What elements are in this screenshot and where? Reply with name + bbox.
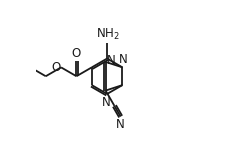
Text: NH$_2$: NH$_2$ [96, 27, 120, 42]
Text: O: O [72, 47, 81, 60]
Text: N: N [107, 54, 116, 67]
Text: N: N [102, 96, 111, 109]
Text: O: O [51, 61, 61, 74]
Text: N: N [116, 118, 125, 131]
Text: N: N [119, 53, 128, 66]
